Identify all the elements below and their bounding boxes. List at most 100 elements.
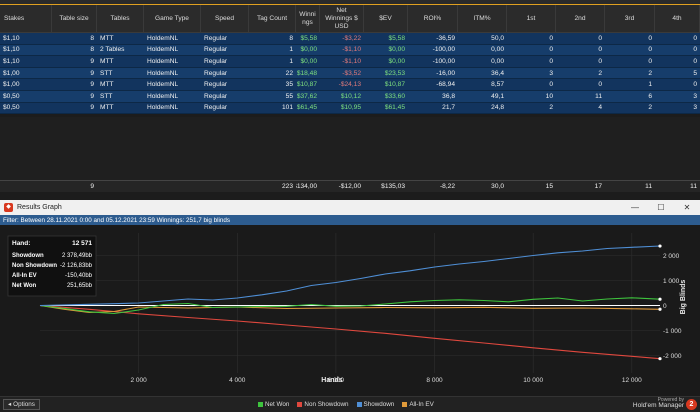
powered-by: Powered by Hold'em Manager: [633, 397, 684, 409]
table-cell: 2: [549, 104, 553, 112]
table-cell: HoldemNL: [147, 81, 179, 89]
table-cell: $1,00: [3, 69, 20, 77]
table-cell: -68,94: [436, 81, 455, 89]
column-header[interactable]: Stakes: [0, 5, 52, 32]
table-cell: $18,48: [296, 69, 317, 77]
summary-box: Hand: 12 571 Showdown 2 378,49bb Non Sho…: [7, 235, 97, 297]
summary-value: -150,40bb: [65, 273, 93, 279]
brand-name: Hold'em Manager: [632, 402, 684, 409]
graph-series: [39, 244, 662, 361]
table-cell: $1,10: [3, 46, 20, 54]
table-cell: HoldemNL: [147, 92, 179, 100]
table-cell: 2 Tables: [100, 46, 125, 54]
table-cell: Regular: [204, 46, 228, 54]
series-line-showdown: [39, 245, 661, 307]
table-cell: -$3,52: [342, 69, 361, 77]
table-cell: $61,45: [296, 104, 317, 112]
table-row[interactable]: $1,00 9 STT HoldemNL Regular 22 $18,48 -$3,52 $2…: [0, 67, 700, 80]
powered-by-text: Powered by: [657, 397, 684, 403]
legend-label: Showdown: [363, 401, 395, 408]
table-cell: 4: [598, 104, 602, 112]
results-graph[interactable]: 2 000 4 000 6 000 8 000 10 000 12 000 2 000 1 …: [0, 225, 700, 396]
legend-item[interactable]: Non Showdown: [297, 401, 349, 408]
table-cell: 10: [545, 92, 553, 100]
table-row[interactable]: $0,50 9 MTT HoldemNL Regular 101 $61,45 $10,95 $…: [0, 102, 700, 115]
y-tick-label: -2 000: [663, 353, 682, 360]
table-cell: $1,10: [3, 57, 20, 65]
column-header[interactable]: 2nd: [556, 5, 605, 32]
table-cell: 9: [90, 104, 94, 112]
totals-cell: 11: [645, 183, 652, 190]
totals-cell: 223: [281, 183, 293, 190]
filter-bar: Filter: Between 28.11.2021 0:00 and 05.1…: [0, 215, 700, 225]
close-button[interactable]: ✕: [683, 203, 691, 212]
table-cell: 55: [285, 92, 293, 100]
column-header[interactable]: Net Winnings $ USD: [320, 5, 364, 32]
table-cell: $23,53: [384, 69, 405, 77]
table-cell: 0: [549, 57, 553, 65]
hm-logo-icon: 2: [686, 399, 697, 410]
table-cell: 5: [693, 69, 697, 77]
column-header[interactable]: 4th: [655, 5, 700, 32]
table-cell: 8: [90, 46, 94, 54]
column-header[interactable]: ROI%: [408, 5, 458, 32]
options-label: Options: [13, 401, 35, 408]
table-cell: $37,62: [296, 92, 317, 100]
options-button[interactable]: ◂ Options: [3, 399, 40, 410]
table-cell: 35: [285, 81, 293, 89]
series-end-point: [658, 297, 662, 301]
table-cell: 49,1: [491, 92, 504, 100]
y-tick-label: 0: [663, 303, 667, 310]
table-row[interactable]: $1,10 9 MTT HoldemNL Regular 1 $0,00 -$1,10 $0,0…: [0, 56, 700, 68]
table-row[interactable]: $1,10 8 MTT HoldemNL Regular 8 $5,58 -$3,22 $5,5…: [0, 33, 700, 45]
column-header[interactable]: Table size: [52, 5, 97, 32]
table-cell: 3: [693, 104, 697, 112]
table-cell: 0: [648, 34, 652, 42]
totals-row: 9 223$134,00 -$12,00 $135,03 -8,22 30,0 15 17 11…: [0, 180, 700, 192]
table-cell: MTT: [100, 81, 114, 89]
minimize-button[interactable]: —: [631, 203, 639, 212]
stats-table: Stakes Table size Tables Game Type Speed Tag …: [0, 5, 700, 115]
table-empty-area: [0, 117, 700, 180]
summary-hand-value: 12 571: [72, 240, 92, 247]
table-cell: 0: [693, 57, 697, 65]
table-header: Stakes Table size Tables Game Type Speed Tag …: [0, 5, 700, 33]
totals-cell: -$12,00: [338, 183, 361, 190]
table-cell: $0,50: [3, 92, 20, 100]
table-row[interactable]: $1,10 8 2 Tables HoldemNL Regular 1 $0,00 -$1,1…: [0, 44, 700, 57]
column-header[interactable]: Winni ngs: [296, 5, 320, 32]
totals-cell: [144, 181, 201, 192]
series-end-point: [658, 307, 662, 311]
table-cell: $10,12: [340, 92, 361, 100]
table-cell: 22: [285, 69, 293, 77]
table-cell: $1,00: [3, 81, 20, 89]
table-cell: 8: [90, 34, 94, 42]
column-header[interactable]: Tag Count: [249, 5, 296, 32]
legend-swatch: [297, 401, 303, 407]
column-header[interactable]: 3rd: [605, 5, 655, 32]
legend-item[interactable]: All-In EV: [402, 401, 434, 408]
column-header[interactable]: Game Type: [144, 5, 201, 32]
table-cell: 0: [598, 34, 602, 42]
column-header[interactable]: Tables: [97, 5, 144, 32]
table-cell: HoldemNL: [147, 104, 179, 112]
table-cell: STT: [100, 92, 113, 100]
title-bar: ◆ Results Graph — ☐ ✕: [0, 200, 700, 215]
table-row[interactable]: $0,50 9 STT HoldemNL Regular 55 $37,62 $10,12 $3…: [0, 90, 700, 103]
legend-item[interactable]: Showdown: [356, 401, 395, 408]
table-cell: $5,58: [300, 34, 317, 42]
column-header[interactable]: ITM%: [458, 5, 507, 32]
series-line-net-won: [39, 297, 661, 315]
column-header[interactable]: $EV: [364, 5, 408, 32]
table-cell: 0: [648, 57, 652, 65]
table-cell: $1,10: [3, 34, 20, 42]
column-header[interactable]: Speed: [201, 5, 249, 32]
maximize-button[interactable]: ☐: [657, 203, 665, 212]
table-cell: 36,8: [442, 92, 455, 100]
table-cell: $61,45: [384, 104, 405, 112]
table-cell: 9: [90, 81, 94, 89]
table-cell: MTT: [100, 34, 114, 42]
legend-item[interactable]: Net Won: [258, 401, 289, 408]
table-row[interactable]: $1,00 9 MTT HoldemNL Regular 35 $10,87 -$24,13 $…: [0, 79, 700, 91]
column-header[interactable]: 1st: [507, 5, 556, 32]
